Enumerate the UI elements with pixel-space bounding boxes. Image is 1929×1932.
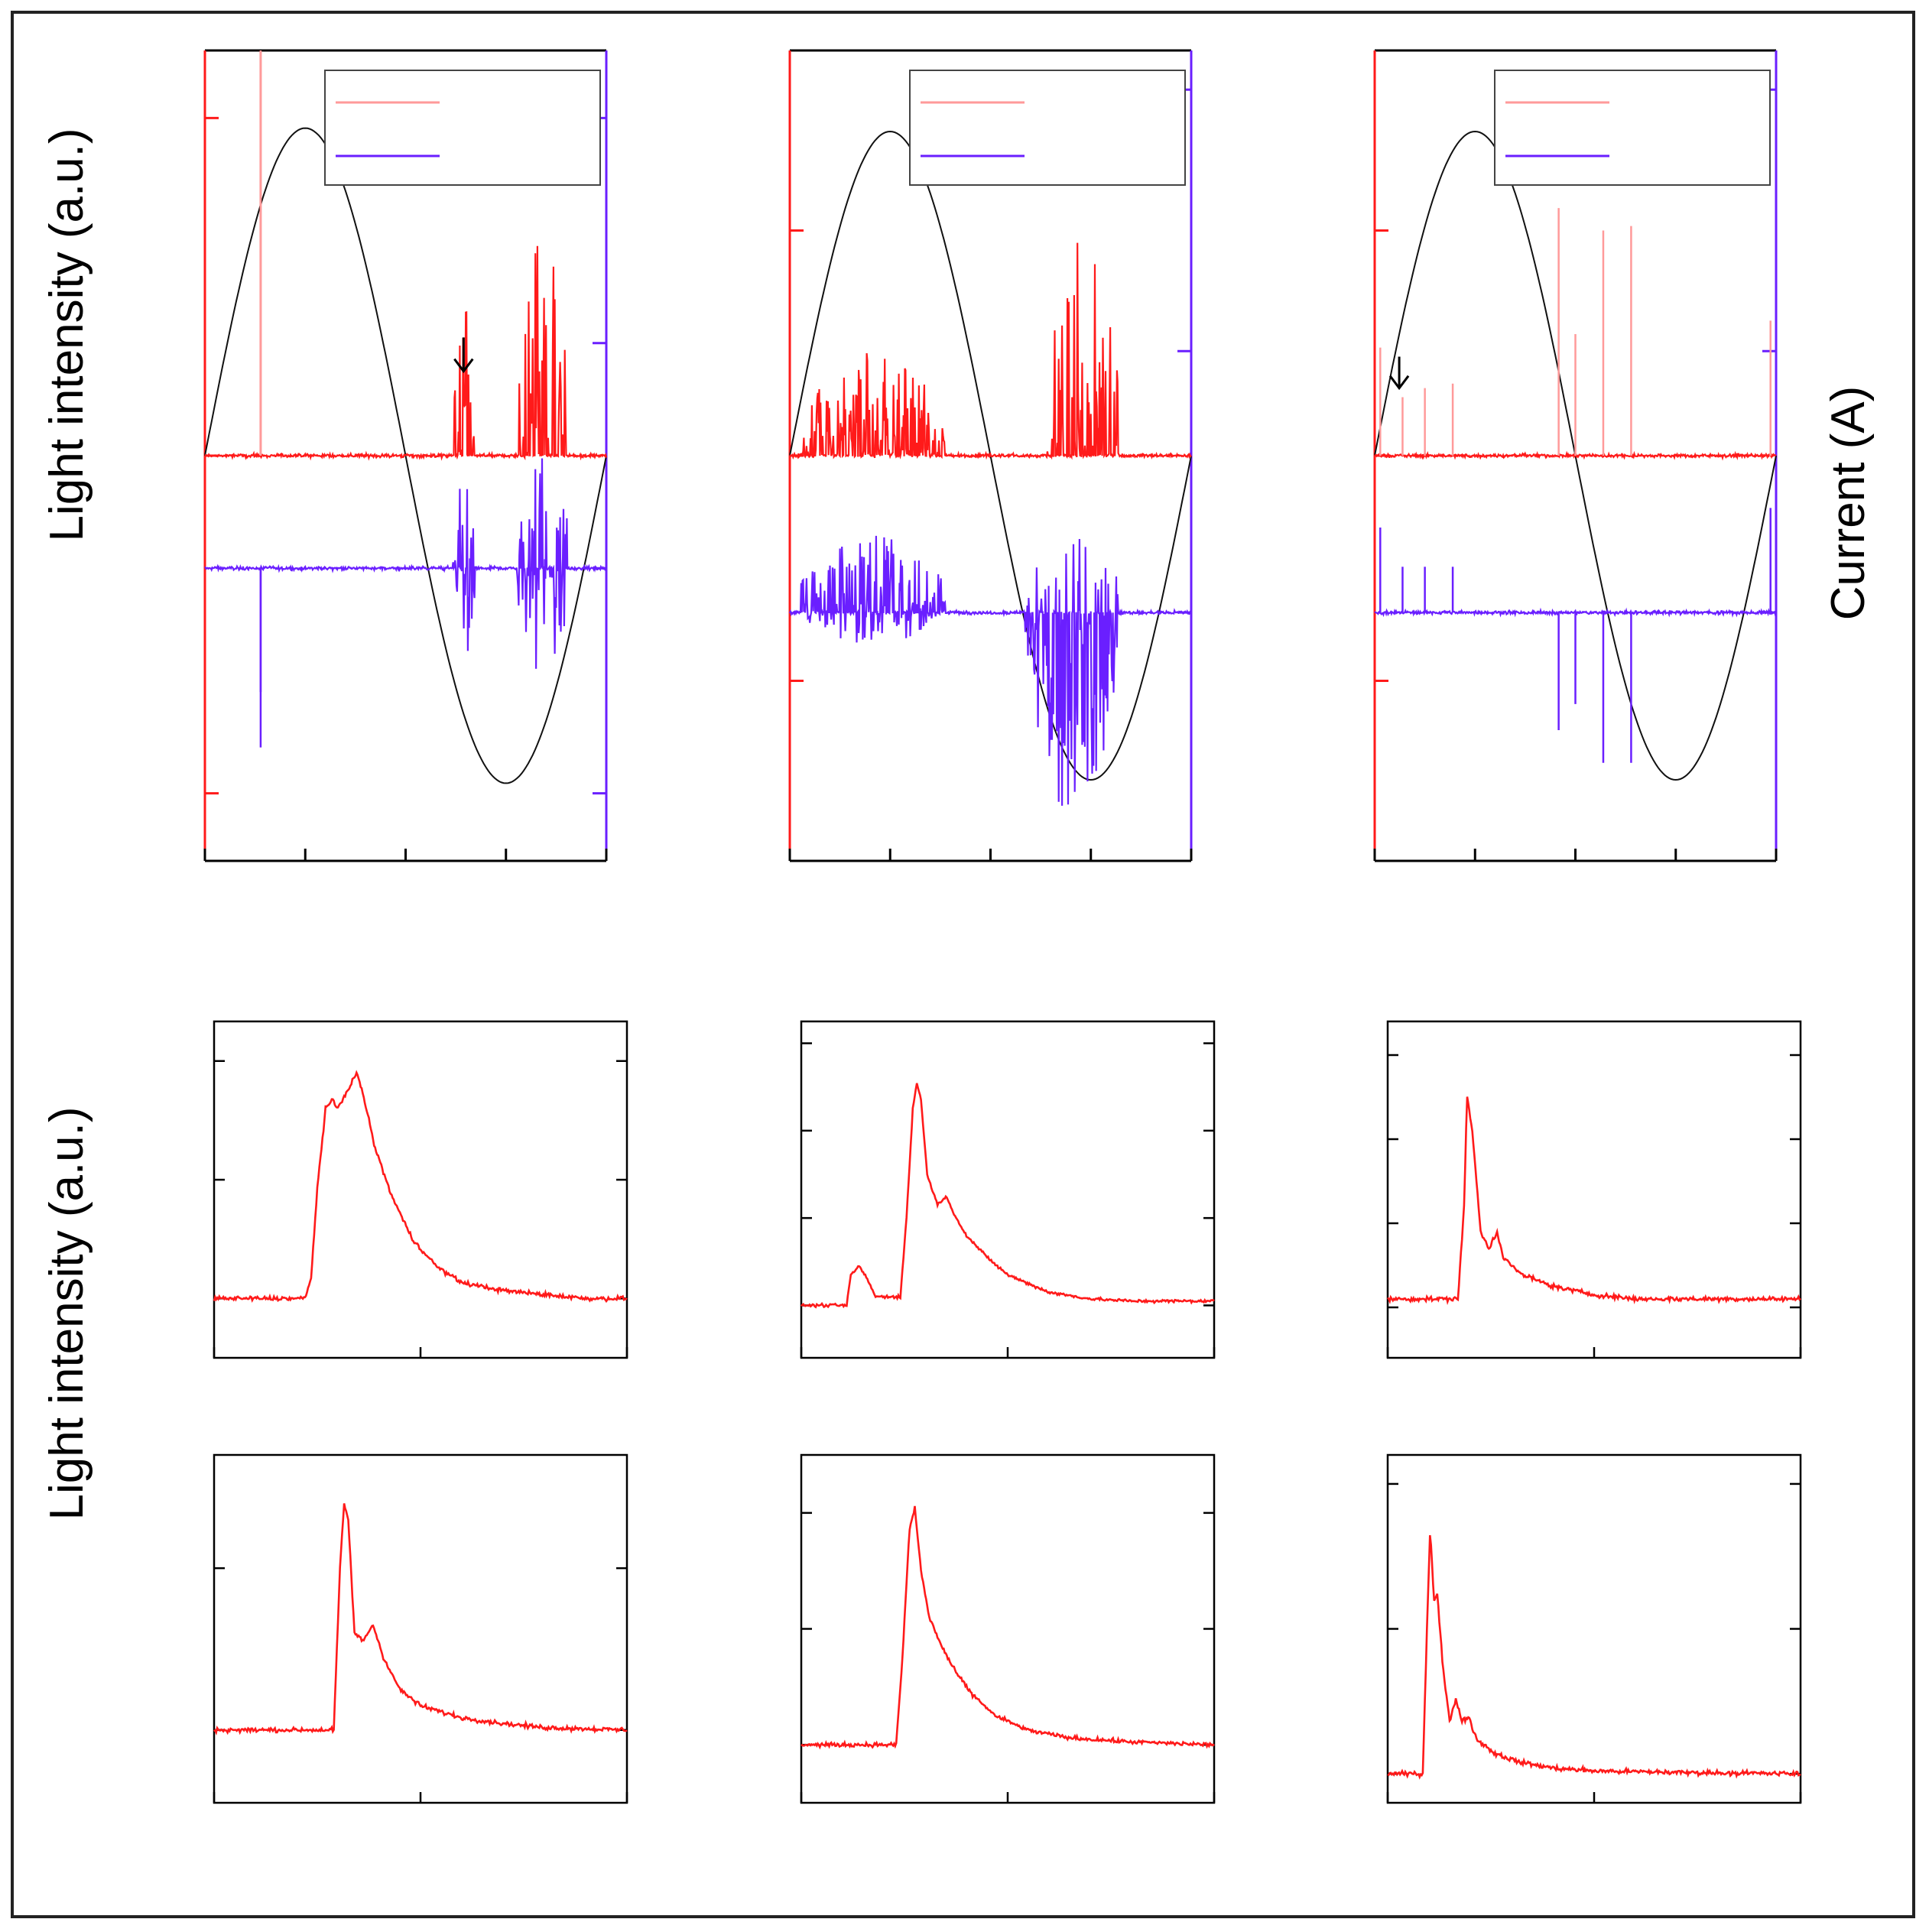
- time-trace: [1387, 1534, 1801, 1780]
- panel-b-i: [800, 1020, 1216, 1359]
- plot-frame: [213, 1020, 628, 1359]
- current-trace: [788, 535, 1192, 806]
- current-trace: [204, 458, 607, 669]
- plot-frame: [1386, 1453, 1802, 1804]
- sipm-trace: [1374, 450, 1777, 461]
- time-trace: [1387, 1096, 1801, 1306]
- time-trace: [213, 1070, 628, 1304]
- plot-frame: [800, 1020, 1216, 1359]
- time-trace: [213, 1503, 628, 1736]
- right-ylabel-top: Current (A): [1822, 386, 1875, 621]
- plot-frame: [800, 1453, 1216, 1804]
- figure-svg: Light intensity (a.u.) Current (A) Light…: [41, 49, 1875, 1804]
- sipm-trace: [204, 245, 608, 461]
- legend-box: [1494, 70, 1771, 186]
- annotation-arrow: [1388, 356, 1410, 391]
- panels-group: [203, 49, 1802, 1804]
- sipm-trace: [789, 242, 1192, 460]
- time-trace: [800, 1083, 1215, 1309]
- panel-c-i: [1386, 1020, 1802, 1359]
- left-ylabel-bottom: Light intensity (a.u.): [41, 1106, 93, 1520]
- legend-box: [324, 70, 601, 186]
- panel-b-ii: [800, 1453, 1216, 1804]
- panel-c: [1373, 49, 1778, 862]
- time-trace: [801, 1505, 1215, 1750]
- plot-frame: [1386, 1020, 1802, 1359]
- panel-b: [788, 49, 1193, 862]
- left-ylabel-top: Light intensity (a.u.): [41, 128, 93, 541]
- panel-a-i: [213, 1020, 628, 1359]
- figure-frame: Light intensity (a.u.) Current (A) Light…: [11, 11, 1915, 1918]
- annotation-arrow: [453, 337, 474, 374]
- panel-a: [203, 49, 608, 862]
- legend-box: [909, 70, 1186, 186]
- plot-frame: [213, 1453, 628, 1804]
- current-trace: [1374, 607, 1778, 619]
- panel-a-ii: [213, 1453, 628, 1804]
- panel-c-ii: [1386, 1453, 1802, 1804]
